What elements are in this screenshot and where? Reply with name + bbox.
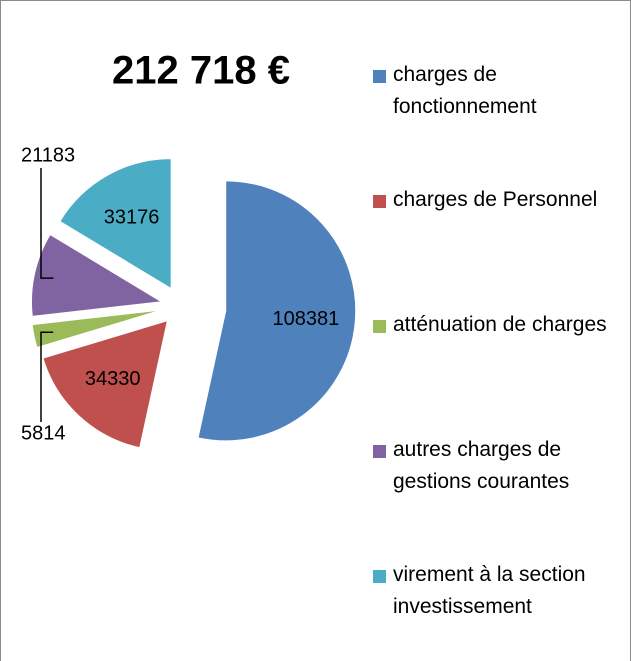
legend: charges de fonctionnement charges de Pers… (373, 59, 623, 661)
legend-item: virement à la section investissement (373, 559, 623, 661)
data-label: 33176 (104, 207, 160, 229)
legend-label: virement à la section investissement (393, 563, 586, 618)
pie-slice (42, 319, 169, 449)
legend-item: atténuation de charges (373, 309, 623, 434)
legend-swatch (373, 445, 386, 458)
leader-line (40, 331, 54, 422)
legend-swatch (373, 70, 386, 83)
legend-item: autres charges de gestions courantes (373, 434, 623, 559)
legend-label: autres charges de gestions courantes (393, 438, 570, 493)
data-label: 21183 (21, 144, 75, 166)
legend-label: charges de fonctionnement (393, 63, 537, 118)
data-label: 34330 (85, 368, 141, 390)
legend-label: charges de Personnel (393, 188, 598, 211)
pie-area: 212 718 € 108381 34330 5814 21183 33176 (21, 49, 357, 449)
legend-item: charges de fonctionnement (373, 59, 623, 184)
pie-slice (197, 180, 357, 442)
pie-slice (31, 309, 162, 349)
chart-title: 212 718 € (112, 49, 290, 93)
pie-slice (31, 233, 163, 317)
legend-item: charges de Personnel (373, 184, 623, 309)
leader-line (40, 168, 54, 279)
data-label: 108381 (273, 308, 340, 330)
pie-slice (59, 158, 172, 290)
legend-swatch (373, 320, 386, 333)
legend-swatch (373, 195, 386, 208)
legend-swatch (373, 570, 386, 583)
legend-label: atténuation de charges (393, 313, 607, 336)
data-label: 5814 (21, 422, 66, 444)
